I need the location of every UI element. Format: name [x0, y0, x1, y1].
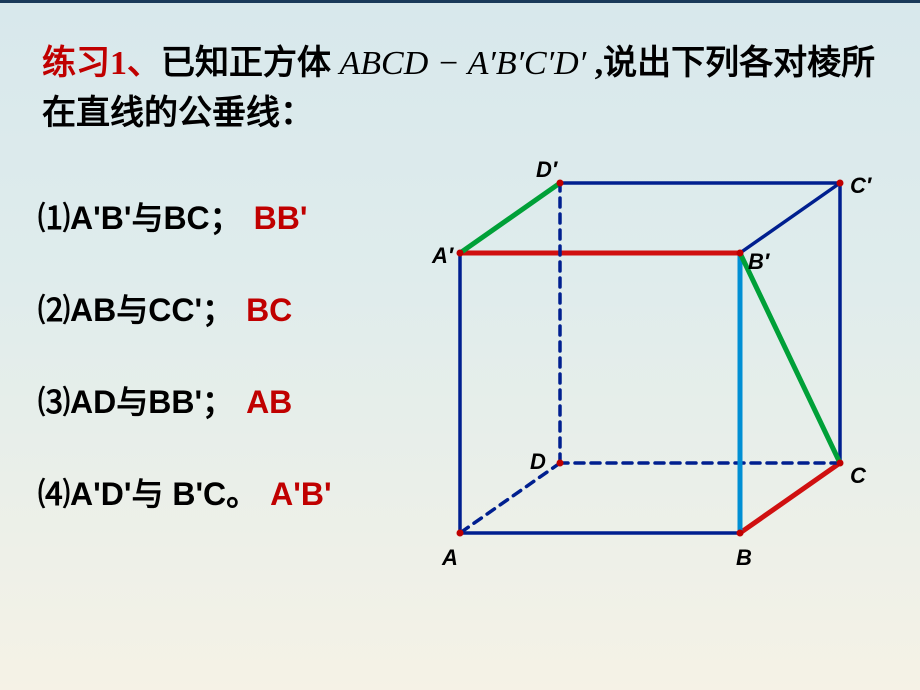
- cube-diagram: ABCDA′B′C′D′: [410, 163, 890, 583]
- list-item: ⑵AB与CC'； BC: [38, 285, 332, 331]
- item-answer: AB: [246, 384, 292, 421]
- item-question: ⑶AD与BB'；: [38, 377, 234, 423]
- item-answer: A'B': [270, 476, 331, 513]
- vertex-label: A: [442, 545, 458, 571]
- list-item: ⑶AD与BB'； AB: [38, 377, 332, 423]
- title-formula-2: A′B′C′D′: [468, 45, 587, 82]
- cube-svg: [410, 163, 890, 583]
- item-answer: BC: [246, 292, 292, 329]
- list-item: ⑴A'B'与BC； BB': [38, 193, 332, 239]
- vertex-label: B: [736, 545, 752, 571]
- title-formula-1: ABCD: [340, 45, 429, 82]
- vertex-label: C: [850, 463, 866, 489]
- vertex-label: B′: [748, 249, 769, 275]
- question-list: ⑴A'B'与BC； BB' ⑵AB与CC'； BC ⑶AD与BB'； AB ⑷A…: [38, 193, 332, 561]
- list-item: ⑷A'D'与 B'C。 A'B': [38, 469, 332, 515]
- vertex-label: C′: [850, 173, 871, 199]
- vertex-label: D: [530, 449, 546, 475]
- title-text1: 已知正方体: [161, 45, 340, 82]
- item-question: ⑷A'D'与 B'C。: [38, 469, 258, 515]
- title: 练习1、已知正方体 ABCD − A′B′C′D′ ,说出下列各对棱所在直线的公…: [42, 39, 880, 139]
- title-formula-dash: −: [428, 45, 467, 82]
- item-answer: BB': [254, 200, 308, 237]
- title-prefix: 练习1、: [42, 45, 161, 82]
- item-question: ⑴A'B'与BC；: [38, 193, 242, 239]
- item-question: ⑵AB与CC'；: [38, 285, 234, 331]
- vertex-label: D′: [536, 157, 557, 183]
- vertex-label: A′: [432, 243, 453, 269]
